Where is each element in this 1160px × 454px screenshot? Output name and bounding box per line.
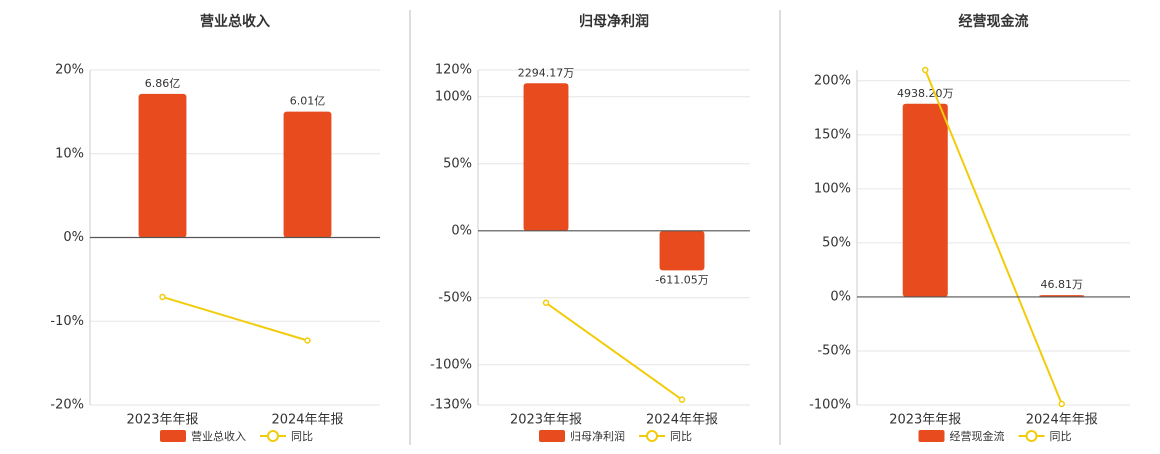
y-tick-label: -130% — [430, 398, 472, 413]
legend-label: 归母净利润 — [570, 429, 625, 443]
chart-title: 归母净利润 — [579, 13, 649, 30]
legend-label: 同比 — [1050, 430, 1072, 443]
value-label: 6.86亿 — [145, 77, 181, 90]
value-label: 6.01亿 — [290, 95, 326, 108]
y-tick-label: -100% — [430, 357, 472, 372]
y-tick-label: 20% — [55, 63, 84, 78]
legend-swatch — [160, 430, 186, 442]
bar — [902, 103, 948, 297]
y-tick-label: 50% — [443, 156, 472, 171]
y-tick-label: 50% — [822, 235, 851, 250]
point — [159, 293, 166, 301]
y-tick-label: -100% — [809, 398, 851, 413]
value-label: 4938.20万 — [897, 87, 954, 100]
bar — [659, 231, 705, 271]
y-tick-label: 150% — [814, 127, 851, 142]
x-tick-label: 2024年年报 — [646, 413, 718, 428]
legend-label: 同比 — [291, 430, 313, 443]
bar — [283, 111, 332, 238]
legend-swatch — [267, 430, 279, 442]
bar — [138, 93, 187, 238]
y-tick-label: -20% — [50, 398, 84, 413]
value-label: 46.81万 — [1041, 278, 1084, 291]
legend-label: 同比 — [670, 430, 692, 443]
x-tick-label: 2023年年报 — [126, 413, 198, 428]
value-label: -611.05万 — [655, 273, 708, 286]
y-tick-label: 0% — [830, 289, 851, 304]
line — [162, 296, 308, 342]
y-tick-label: 120% — [435, 63, 472, 78]
chart-title: 营业总收入 — [200, 13, 270, 30]
legend-label: 营业总收入 — [191, 429, 246, 443]
y-tick-label: -10% — [50, 314, 84, 329]
y-tick-label: 200% — [814, 73, 851, 88]
line — [924, 69, 1063, 405]
y-tick-label: 100% — [435, 89, 472, 104]
legend-swatch — [918, 430, 945, 442]
legend-swatch — [646, 430, 658, 442]
legend-label: 经营现金流 — [950, 429, 1005, 443]
point — [678, 396, 686, 403]
line — [545, 301, 683, 401]
x-tick-label: 2023年年报 — [889, 413, 961, 428]
point — [542, 299, 550, 307]
x-tick-label: 2024年年报 — [271, 413, 343, 428]
value-label: 2294.17万 — [518, 66, 575, 79]
legend-swatch — [539, 430, 565, 442]
x-tick-label: 2024年年报 — [1026, 413, 1098, 428]
y-tick-label: 10% — [55, 146, 84, 161]
chart-title: 经营现金流 — [959, 13, 1029, 30]
legend-swatch — [1025, 430, 1038, 442]
y-tick-label: -50% — [438, 290, 472, 305]
bar — [523, 83, 569, 232]
y-tick-label: -50% — [817, 343, 851, 358]
point — [922, 66, 929, 74]
y-tick-label: 100% — [814, 181, 851, 196]
y-tick-label: 0% — [63, 230, 84, 245]
point — [1058, 400, 1065, 408]
point — [304, 337, 311, 344]
x-tick-label: 2023年年报 — [510, 413, 582, 428]
y-tick-label: 0% — [451, 223, 472, 238]
